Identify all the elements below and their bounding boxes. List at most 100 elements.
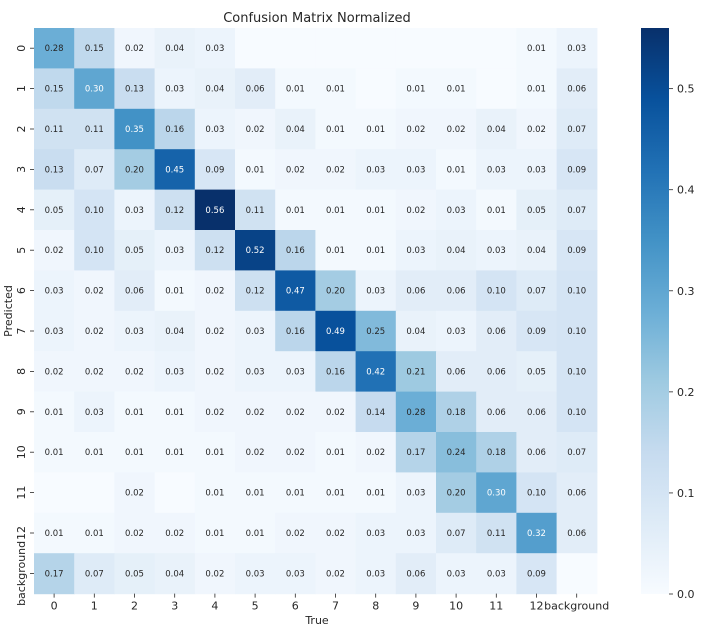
- heatmap-cell: [395, 28, 437, 69]
- heatmap-cell: [235, 512, 276, 554]
- cell-value-label: 0.02: [286, 408, 305, 418]
- heatmap-cell: [315, 310, 357, 352]
- heatmap-cell: [556, 512, 598, 554]
- heatmap-cell: [114, 553, 156, 595]
- cell-value-label: 0.12: [165, 206, 184, 216]
- cell-value-label: 0.09: [567, 246, 586, 256]
- heatmap-cell: [556, 149, 598, 191]
- heatmap-cell: [355, 512, 397, 554]
- heatmap-cell: [315, 270, 357, 312]
- cell-value-label: 0.01: [366, 125, 385, 135]
- heatmap-cell: [154, 108, 196, 150]
- heatmap-cell: [194, 432, 236, 473]
- x-tick-label: 1: [91, 600, 98, 613]
- heatmap-cell: [74, 28, 115, 69]
- heatmap-cell: [114, 432, 156, 473]
- heatmap-cell: [436, 189, 477, 231]
- cell-value-label: 0.01: [447, 165, 466, 175]
- heatmap-cell: [154, 189, 196, 231]
- heatmap-cell: [235, 432, 276, 473]
- heatmap-cell: [275, 68, 316, 110]
- heatmap-cell: [436, 310, 477, 352]
- cell-value-label: 0.02: [125, 44, 144, 54]
- y-tick-label: 9: [15, 408, 28, 415]
- heatmap-cell: [436, 68, 477, 110]
- heatmap-cell: [556, 68, 598, 110]
- x-tick-label: 9: [412, 600, 419, 613]
- heatmap-cell: [235, 472, 276, 514]
- heatmap-cell: [34, 270, 75, 312]
- heatmap-cell: [235, 230, 276, 271]
- cell-value-label: 0.01: [487, 206, 506, 216]
- heatmap-cell: [315, 189, 357, 231]
- heatmap-cell: [516, 230, 558, 271]
- cell-value-label: 0.49: [326, 327, 345, 337]
- heatmap-cell: [235, 28, 276, 69]
- cell-value-label: 0.06: [567, 529, 586, 539]
- cell-value-label: 0.02: [326, 569, 345, 579]
- heatmap-cell: [74, 351, 115, 393]
- cell-value-label: 0.01: [366, 206, 385, 216]
- heatmap-cell: [355, 28, 397, 69]
- heatmap-cell: [34, 351, 75, 393]
- heatmap-cell: [476, 512, 517, 554]
- heatmap-cell: [74, 553, 115, 595]
- cell-value-label: 0.01: [85, 448, 104, 458]
- cell-value-label: 0.24: [447, 448, 466, 458]
- cell-value-label: 0.01: [286, 85, 305, 95]
- heatmap-cell: [34, 472, 75, 514]
- cell-value-label: 0.52: [246, 246, 265, 256]
- cell-value-label: 0.03: [366, 165, 385, 175]
- cell-value-label: 0.16: [326, 367, 345, 377]
- cell-value-label: 0.18: [487, 448, 506, 458]
- heatmap-cell: [476, 472, 517, 514]
- cell-value-label: 0.11: [45, 125, 64, 135]
- cell-value-label: 0.47: [286, 287, 305, 297]
- heatmap-cell: [516, 310, 558, 352]
- cell-value-label: 0.03: [487, 246, 506, 256]
- heatmap-cell: [235, 310, 276, 352]
- heatmap-cell: [114, 270, 156, 312]
- cell-value-label: 0.02: [85, 287, 104, 297]
- cell-value-label: 0.02: [45, 246, 64, 256]
- cell-value-label: 0.01: [45, 408, 64, 418]
- heatmap-cell: [476, 351, 517, 393]
- heatmap-cell: [315, 149, 357, 191]
- cell-value-label: 0.16: [165, 125, 184, 135]
- cell-value-label: 0.03: [447, 327, 466, 337]
- y-tick-label: background: [15, 541, 28, 606]
- cell-value-label: 0.01: [326, 85, 345, 95]
- heatmap-cell: [395, 230, 437, 271]
- heatmap-cell: [194, 68, 236, 110]
- cell-value-label: 0.02: [286, 529, 305, 539]
- cell-value-label: 0.02: [246, 408, 265, 418]
- heatmap-cell: [395, 472, 437, 514]
- heatmap-cell: [476, 68, 517, 110]
- heatmap-cell: [114, 472, 156, 514]
- heatmap-cell: [436, 108, 477, 150]
- heatmap-cell: [355, 351, 397, 393]
- heatmap-cell: [516, 553, 558, 595]
- cell-value-label: 0.13: [45, 165, 64, 175]
- heatmap-cell: [74, 512, 115, 554]
- x-tick-label: 12: [530, 600, 544, 613]
- heatmap-cell: [154, 149, 196, 191]
- cell-value-label: 0.01: [246, 165, 265, 175]
- heatmap-cell: [194, 351, 236, 393]
- cell-value-label: 0.02: [165, 529, 184, 539]
- heatmap-cell: [395, 432, 437, 473]
- cell-value-label: 0.06: [567, 85, 586, 95]
- cell-value-label: 0.02: [205, 408, 224, 418]
- heatmap-cell: [74, 189, 115, 231]
- heatmap-cell: [556, 230, 598, 271]
- cell-value-label: 0.30: [85, 85, 104, 95]
- heatmap-cell: [355, 391, 397, 433]
- cell-value-label: 0.04: [165, 327, 184, 337]
- y-tick-label: 6: [15, 287, 28, 294]
- colorbar-tick-label: 0.2: [677, 386, 695, 399]
- heatmap-cell: [476, 553, 517, 595]
- cell-value-label: 0.03: [286, 569, 305, 579]
- cell-value-label: 0.01: [286, 206, 305, 216]
- y-axis-label: Predicted: [2, 285, 15, 337]
